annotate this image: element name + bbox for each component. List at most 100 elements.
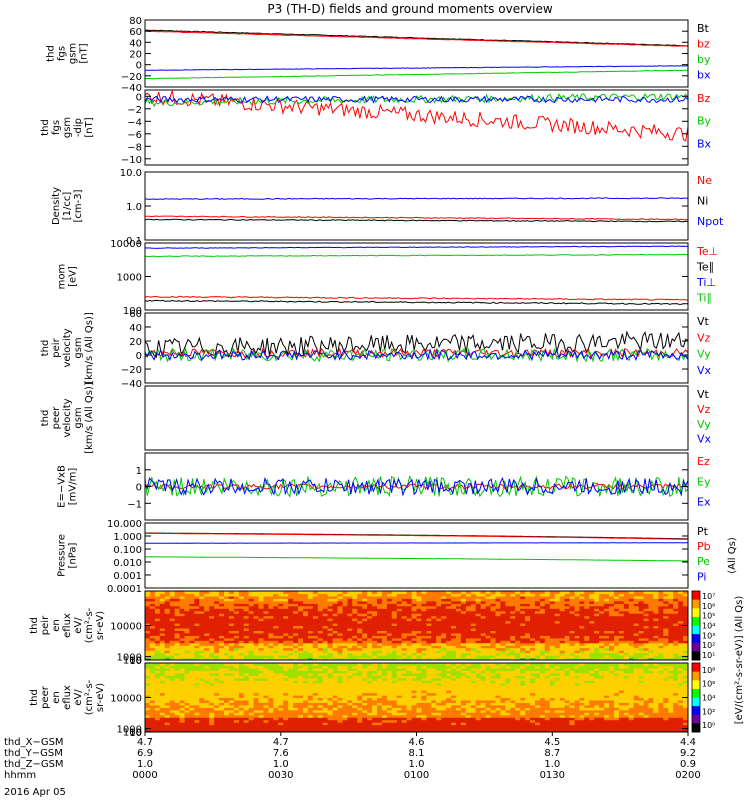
series-line-by [145,69,688,80]
legend-label: Ez [697,455,710,468]
x-tick-label: 6.9 [137,748,153,759]
legend-label: Vx [697,433,712,446]
y-axis-label: [1/cc] [62,192,73,221]
panel-peer_velocity: Vt Vz Vy Vx thd peer velocity gsm [km/s (All Qs)… [40,382,712,454]
legend-label: Pt [697,525,709,538]
y-axis-label: [mV/m] [68,468,79,506]
y-tick-label: 1000 [117,725,142,736]
series-line-Pe [144,556,689,562]
legend-label: bx [697,69,711,82]
legend-label: Ey [697,475,711,488]
series-line-Ex [144,476,689,497]
x-tick-label: 0030 [268,770,293,781]
y-tick-label: 10000 [110,622,142,633]
y-tick-label: 0.1 [126,236,142,247]
series-line-Vy [144,346,689,363]
y-tick-label: 1000 [117,273,142,284]
panel-peir_velocity: Vt Vz Vy Vx 60 40 20 0 −20 −40 thd peir velocity gsm[… [40,309,712,390]
legend-label: Pi [697,570,706,583]
legend-label: Ne [697,174,712,187]
y-tick-label: 1.000 [113,532,142,543]
y-tick-label: −10 [121,155,142,166]
y-tick-label: 60 [129,27,142,38]
panel-pressure: Pt Pb Pe Pi 10.000 1.000 0.100 0.010 0.001 0.0001… [57,519,739,595]
series-line-By [144,92,689,108]
series-line-Npot [144,197,689,200]
y-tick-label: 100 [123,656,142,667]
y-axis-label: [cm-3] [73,189,84,222]
y-axis-label: eV/ [73,617,84,634]
y-tick-label: 10000 [110,239,142,250]
legend-label: Vt [697,388,710,401]
y-tick-label: 80 [129,16,142,27]
y-axis-label: sr-eV) [95,683,106,712]
y-tick-label: 0 [136,61,142,72]
series-line-Vz [144,347,689,359]
y-tick-label: −40 [121,83,142,94]
colorbar-tick-label: 10¹ [702,651,715,660]
y-tick-label: 0 [136,351,142,362]
series-line-Te⊥ [144,295,689,301]
y-tick-label: 0.001 [113,571,142,582]
y-axis-label: (cm²-s- [84,679,95,715]
panel-frame [144,89,689,166]
legend-label: Vy [697,418,711,431]
y-axis-label: peer [51,406,62,430]
y-tick-label: 20 [129,50,142,61]
y-axis-label: [nPa] [68,542,79,568]
x-row-label: thd_X−GSM [4,737,64,748]
x-tick-label: 4.7 [273,737,289,748]
y-axis-label: thd [40,410,51,427]
legend-label: bz [697,38,710,51]
y-axis-label: [km/s (All Qs)] [84,312,95,384]
y-tick-label: 0 [136,92,142,103]
x-tick-label: 0200 [675,770,700,781]
y-tick-label: −8 [127,142,142,153]
legend-label: Ni [697,195,708,208]
x-tick-label: 0130 [540,770,565,781]
y-tick-label: 1000 [117,653,142,664]
panel-frame [144,522,689,589]
legend-label: Npot [697,215,724,228]
legend-label: Bx [697,138,712,151]
y-axis-label: fgs [57,46,68,61]
y-axis-label: Pressure [57,534,68,577]
y-tick-label: 0.0001 [107,584,142,595]
legend-label: Te∥ [696,261,714,274]
colorbar-tick-label: 10³ [702,631,715,640]
series-line-bx [145,65,689,71]
legend-label: Ex [697,496,711,509]
legend-label: Vy [697,348,711,361]
colorbar-tick-label: 10⁴ [702,622,715,631]
y-axis-label: sr-eV) [95,611,106,640]
y-axis-label: eflux [62,685,73,710]
y-axis-label: thd [29,689,40,706]
y-tick-label: 10000 [110,694,142,705]
x-row-label: thd_Y−GSM [4,748,63,759]
y-tick-label: 40 [129,323,142,334]
y-axis-label: Density [51,187,62,225]
legend-label: Pb [697,540,711,553]
y-axis-label: gsm [68,43,79,64]
x-row-label: thd_Z−GSM [4,759,64,770]
y-axis-label: gsm [62,117,73,138]
y-axis-label: [nT] [79,43,90,63]
series-line-Pb [145,532,688,540]
y-axis-label: eflux [62,613,73,638]
y-axis-label: eV/ [73,689,84,706]
x-tick-label: 1.0 [273,759,289,770]
x-tick-label: 4.6 [409,737,425,748]
y-tick-label: 0.010 [113,558,142,569]
y-tick-label: 100 [123,728,142,739]
x-tick-label: 1.0 [544,759,560,770]
colorbar-tick-label: 10⁰ [702,721,715,730]
y-axis-label: fgs [51,120,62,135]
panel-frame [144,385,689,451]
y-tick-label: −40 [121,379,142,390]
legend-label: Vz [697,403,711,416]
y-tick-label: 1.0 [126,202,142,213]
series-line-Te∥ [144,299,688,305]
legend-label: By [697,115,712,128]
y-axis-label: [eV] [68,266,79,287]
